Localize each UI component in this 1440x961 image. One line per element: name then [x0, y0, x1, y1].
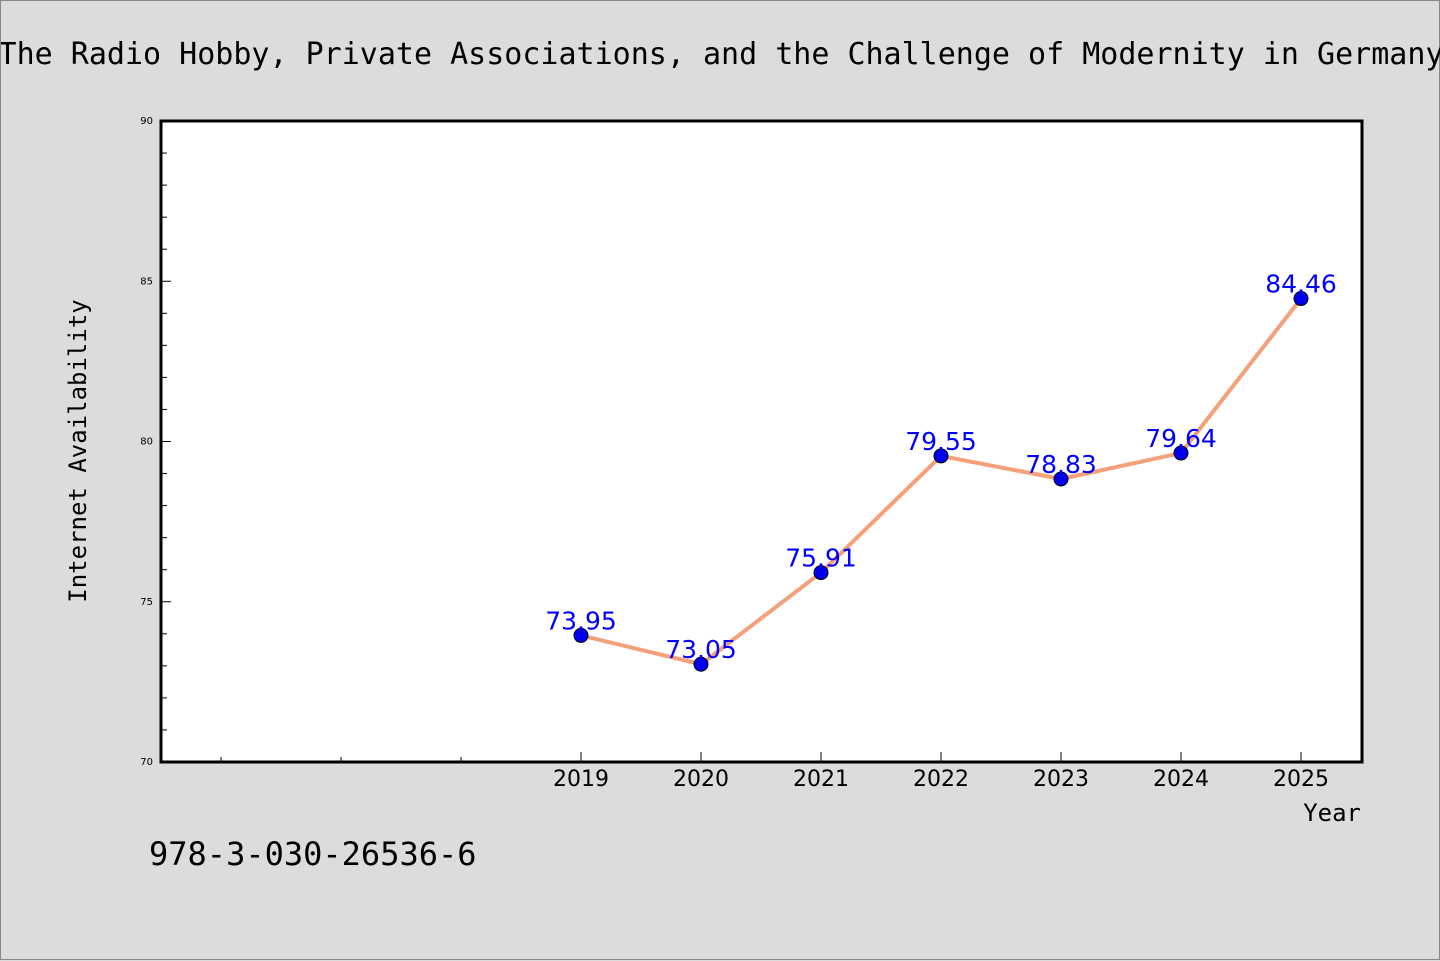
x-tick-label: 2021	[793, 767, 849, 792]
plot-area	[159, 119, 1364, 764]
x-tick-label: 2025	[1273, 767, 1329, 792]
data-point	[1053, 471, 1069, 487]
x-tick-label: 2022	[913, 767, 969, 792]
data-labels: 73.95 73.05 75.91 79.55 78.83 79.64 84.46	[545, 270, 1337, 665]
x-tick-label: 2023	[1033, 767, 1089, 792]
isbn-footer: 978-3-030-26536-6	[149, 835, 477, 873]
data-label: 75.91	[785, 544, 857, 573]
data-point	[693, 656, 709, 672]
data-point	[1293, 291, 1309, 307]
data-label: 73.05	[665, 635, 737, 664]
y-tick-label: 85	[140, 276, 153, 287]
chart-title: The Radio Hobby, Private Associations, a…	[1, 37, 1440, 72]
data-label: 79.55	[905, 427, 977, 456]
x-tick-label: 2020	[673, 767, 729, 792]
axis-ticks	[161, 120, 1302, 763]
y-tick-label: 75	[140, 597, 153, 608]
y-axis-label: Internet Availability	[64, 299, 92, 602]
y-tick-labels: 70 75 80 85 90	[140, 116, 153, 768]
data-point	[933, 448, 949, 464]
x-tick-labels: 2019 2020 2021 2022 2023 2024 2025	[553, 767, 1329, 792]
x-tick-label: 2019	[553, 767, 609, 792]
data-label: 73.95	[545, 606, 617, 635]
data-point	[573, 627, 589, 643]
y-tick-label: 70	[140, 757, 153, 768]
series-line-group	[573, 291, 1309, 672]
data-point	[1173, 445, 1189, 461]
data-label: 79.64	[1145, 424, 1217, 453]
data-label: 78.83	[1025, 450, 1097, 479]
x-tick-label: 2024	[1153, 767, 1209, 792]
y-tick-label: 90	[140, 116, 153, 127]
data-point	[813, 565, 829, 581]
y-tick-label: 80	[140, 437, 153, 448]
data-label: 84.46	[1265, 270, 1337, 299]
x-axis-label: Year	[1303, 799, 1361, 827]
